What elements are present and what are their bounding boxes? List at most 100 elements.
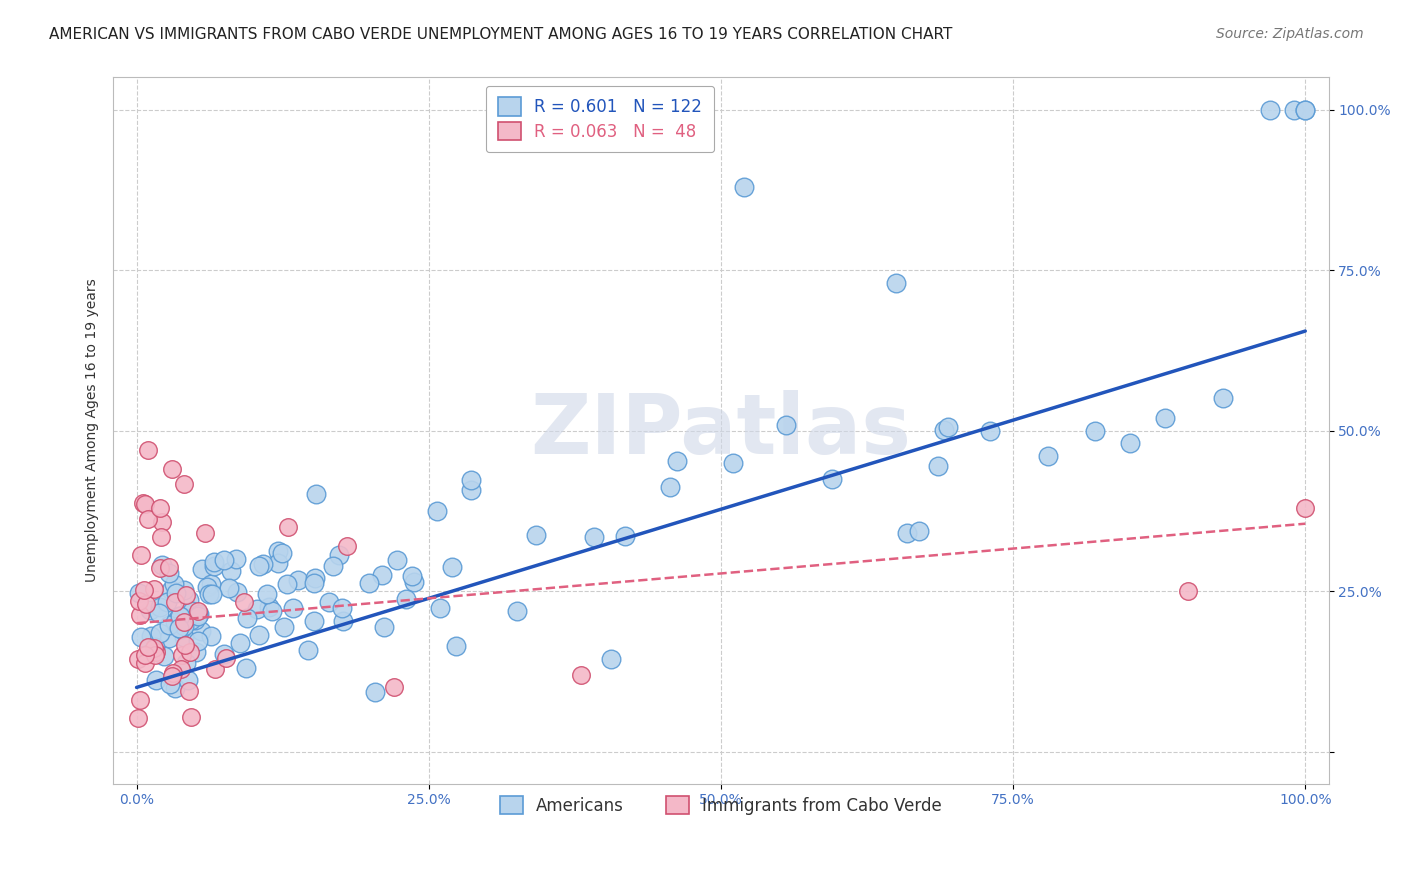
Point (599, 651, 621, 665)
Point (179, 645, 201, 659)
Point (142, 641, 165, 656)
Point (305, 487, 328, 501)
Point (173, 476, 195, 491)
Point (170, 622, 193, 636)
Point (202, 555, 225, 569)
Point (167, 609, 190, 624)
Point (157, 566, 180, 580)
Point (148, 607, 170, 621)
Point (167, 621, 190, 635)
Point (149, 625, 172, 640)
Y-axis label: Unemployment Among Ages 16 to 19 years: Unemployment Among Ages 16 to 19 years (86, 278, 100, 582)
Point (174, 588, 197, 602)
Point (283, 601, 305, 615)
Text: AMERICAN VS IMMIGRANTS FROM CABO VERDE UNEMPLOYMENT AMONG AGES 16 TO 19 YEARS CO: AMERICAN VS IMMIGRANTS FROM CABO VERDE U… (49, 27, 953, 42)
Point (149, 530, 172, 544)
Point (132, 496, 155, 510)
Point (129, 630, 152, 644)
Point (583, 530, 606, 544)
Point (201, 587, 224, 601)
Point (159, 677, 181, 691)
Point (506, 604, 529, 618)
Point (187, 609, 209, 624)
Point (184, 613, 207, 627)
Point (129, 608, 152, 623)
Point (160, 669, 183, 683)
Point (136, 512, 159, 526)
Point (204, 662, 226, 676)
Point (273, 620, 295, 634)
Point (401, 569, 423, 583)
Point (177, 684, 200, 698)
Point (145, 673, 167, 687)
Point (460, 473, 482, 487)
Point (359, 576, 381, 591)
Point (332, 615, 354, 629)
Point (302, 575, 325, 590)
Point (145, 645, 167, 659)
Point (271, 546, 294, 560)
Point (246, 601, 269, 615)
Point (382, 681, 405, 695)
Point (426, 504, 449, 518)
Point (187, 607, 209, 622)
Point (127, 652, 149, 666)
Point (225, 585, 247, 599)
Point (156, 595, 179, 609)
Point (233, 595, 256, 609)
Point (267, 556, 290, 570)
Point (143, 648, 166, 662)
Point (131, 548, 153, 562)
Point (194, 525, 217, 540)
Point (932, 423, 955, 437)
Point (132, 583, 155, 598)
Point (318, 595, 340, 609)
Point (135, 597, 157, 611)
Point (276, 576, 298, 591)
Point (569, 667, 592, 681)
Point (163, 595, 186, 609)
Point (252, 557, 274, 571)
Point (440, 560, 463, 574)
Point (236, 611, 259, 625)
Point (212, 647, 235, 661)
Point (173, 630, 195, 644)
Point (927, 458, 949, 473)
Point (302, 614, 325, 628)
Point (200, 629, 222, 643)
Point (149, 500, 172, 515)
Point (152, 649, 174, 664)
Point (1294, 103, 1316, 117)
Point (1177, 584, 1199, 599)
Point (190, 562, 212, 576)
Point (723, 456, 745, 470)
Point (149, 560, 172, 574)
Point (277, 520, 299, 534)
Point (404, 574, 426, 589)
Point (180, 710, 202, 724)
Point (229, 636, 252, 650)
Point (429, 601, 451, 615)
Point (215, 651, 238, 665)
Point (1258, 103, 1281, 117)
Point (170, 648, 193, 663)
Point (134, 496, 156, 510)
Point (257, 600, 280, 615)
Text: ZIPatlas: ZIPatlas (530, 390, 911, 471)
Point (1212, 392, 1234, 406)
Point (297, 643, 319, 657)
Point (1036, 450, 1059, 464)
Point (136, 442, 159, 457)
Point (979, 424, 1001, 438)
Point (173, 615, 195, 629)
Point (364, 685, 387, 699)
Point (247, 628, 270, 642)
Point (128, 594, 150, 608)
Point (219, 564, 242, 578)
Point (370, 568, 392, 582)
Point (160, 462, 183, 476)
Point (614, 529, 637, 543)
Point (159, 582, 181, 597)
Point (195, 580, 218, 594)
Point (1294, 103, 1316, 117)
